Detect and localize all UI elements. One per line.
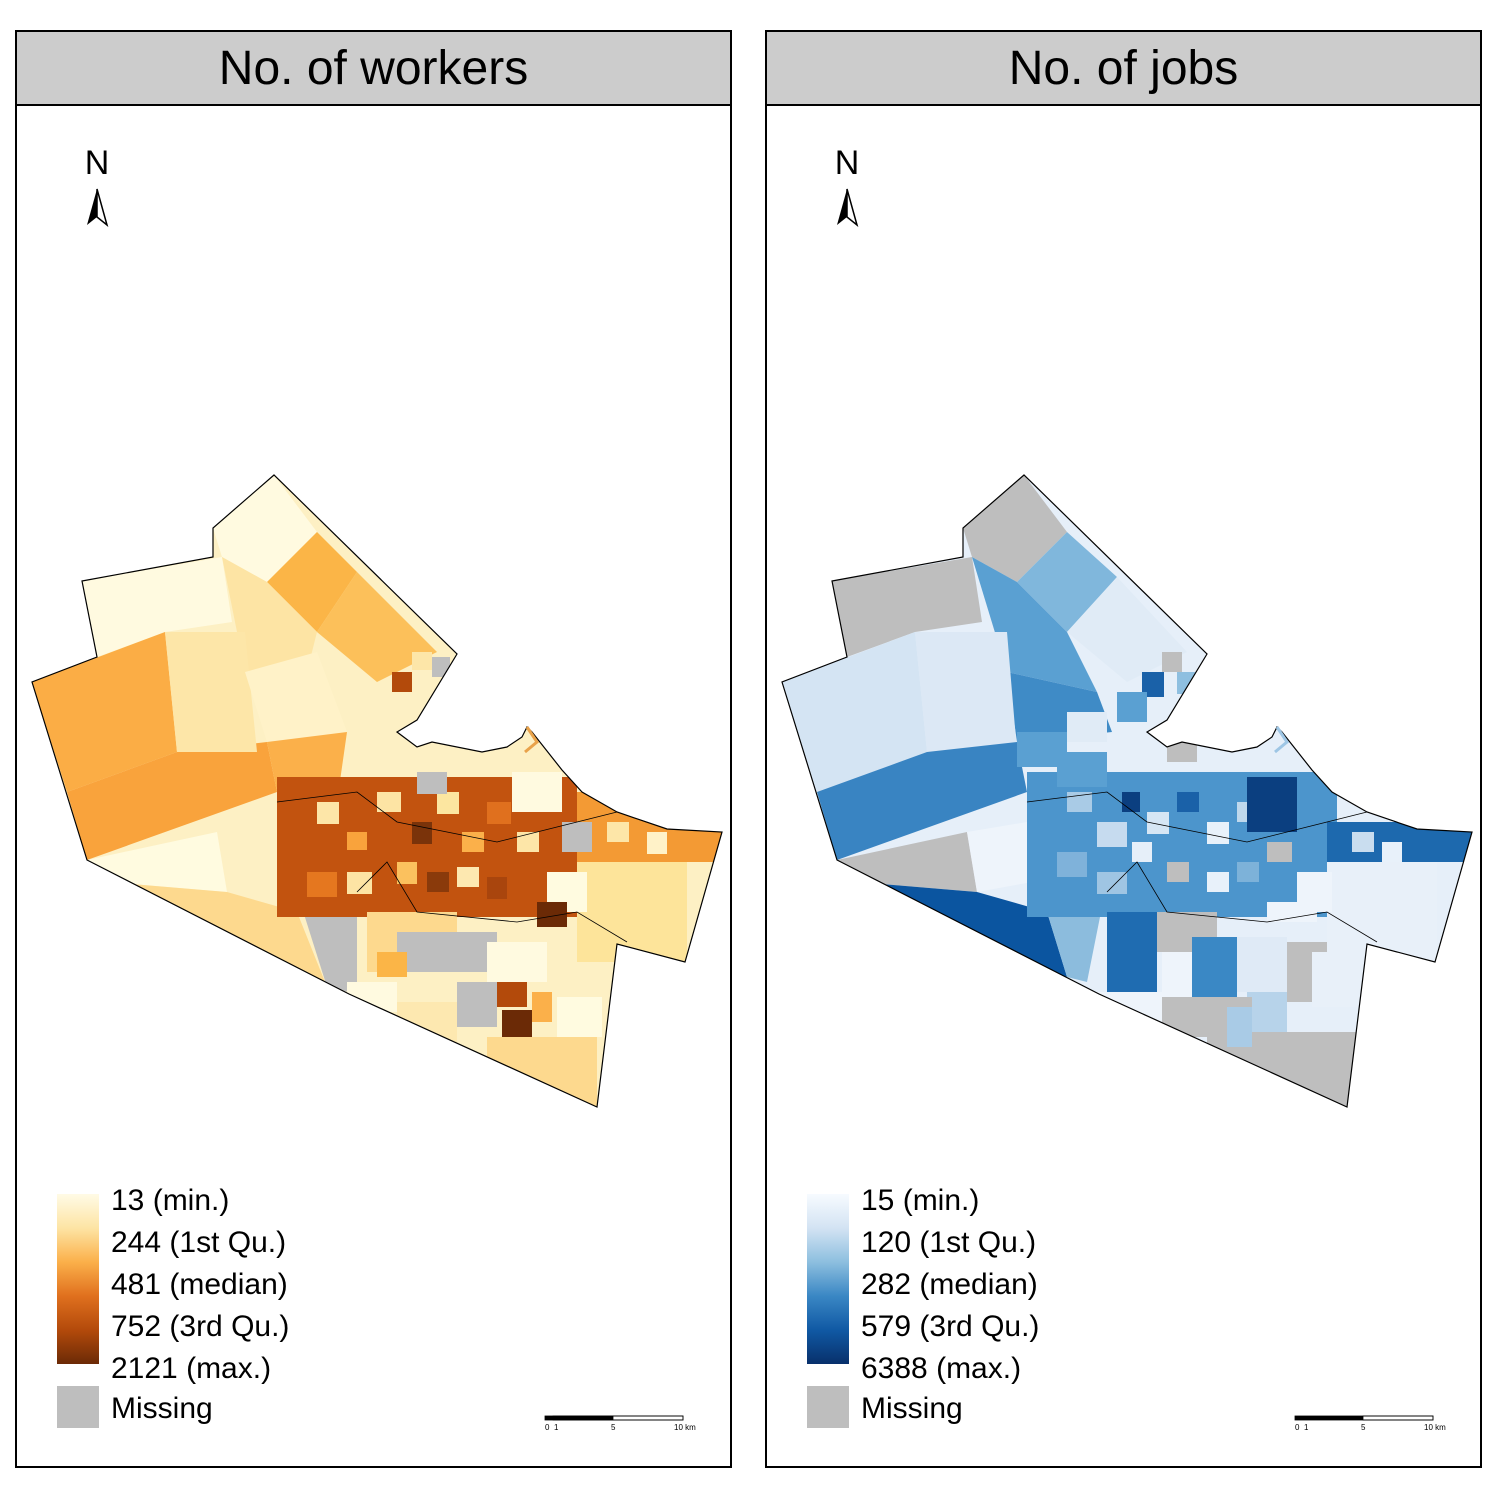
north-arrow-icon [87, 188, 109, 227]
scale-tick-5: 5 [1361, 1423, 1366, 1432]
legend-label-q1: 244 (1st Qu.) [111, 1226, 287, 1259]
scale-tick-0: 0 [1295, 1423, 1300, 1432]
legend-color-ramp [57, 1194, 99, 1364]
scale-tick-10: 10 km [674, 1423, 696, 1432]
map-panel-workers: No. of workers [15, 30, 732, 1468]
legend-label-min: 13 (min.) [111, 1184, 230, 1217]
panel-title-strip: No. of jobs [767, 32, 1480, 106]
legend-label-missing: Missing [111, 1392, 213, 1425]
panel-title-strip: No. of workers [17, 32, 730, 106]
scale-tick-10: 10 km [1424, 1423, 1446, 1432]
north-label: N [84, 144, 110, 182]
legend-color-ramp [807, 1194, 849, 1364]
scale-bar: 0 1 5 10 km [1294, 1415, 1446, 1432]
legend-label-max: 2121 (max.) [111, 1352, 272, 1385]
legend-label-q3: 752 (3rd Qu.) [111, 1310, 290, 1343]
panel-title: No. of jobs [1008, 41, 1239, 95]
scale-tick-1: 1 [1304, 1423, 1309, 1432]
north-arrow: N [79, 145, 115, 227]
legend-label-median: 282 (median) [861, 1268, 1038, 1301]
scale-tick-0: 0 [545, 1423, 550, 1432]
legend-label-max: 6388 (max.) [861, 1352, 1022, 1385]
north-arrow-icon [837, 188, 859, 227]
legend-missing-swatch [807, 1386, 849, 1428]
legend-missing-swatch [57, 1386, 99, 1428]
scale-tick-5: 5 [611, 1423, 616, 1432]
north-label: N [834, 144, 860, 182]
legend-label-q3: 579 (3rd Qu.) [861, 1310, 1040, 1343]
legend-label-missing: Missing [861, 1392, 963, 1425]
scale-bar: 0 1 5 10 km [544, 1415, 696, 1432]
north-arrow: N [829, 145, 865, 227]
legend-label-min: 15 (min.) [861, 1184, 980, 1217]
legend-label-median: 481 (median) [111, 1268, 288, 1301]
map-panel-jobs: No. of jobs [765, 30, 1482, 1468]
legend-label-q1: 120 (1st Qu.) [861, 1226, 1037, 1259]
panel-title: No. of workers [218, 41, 529, 95]
scale-tick-1: 1 [554, 1423, 559, 1432]
choropleth-map [31, 474, 723, 1108]
choropleth-map [781, 474, 1473, 1108]
